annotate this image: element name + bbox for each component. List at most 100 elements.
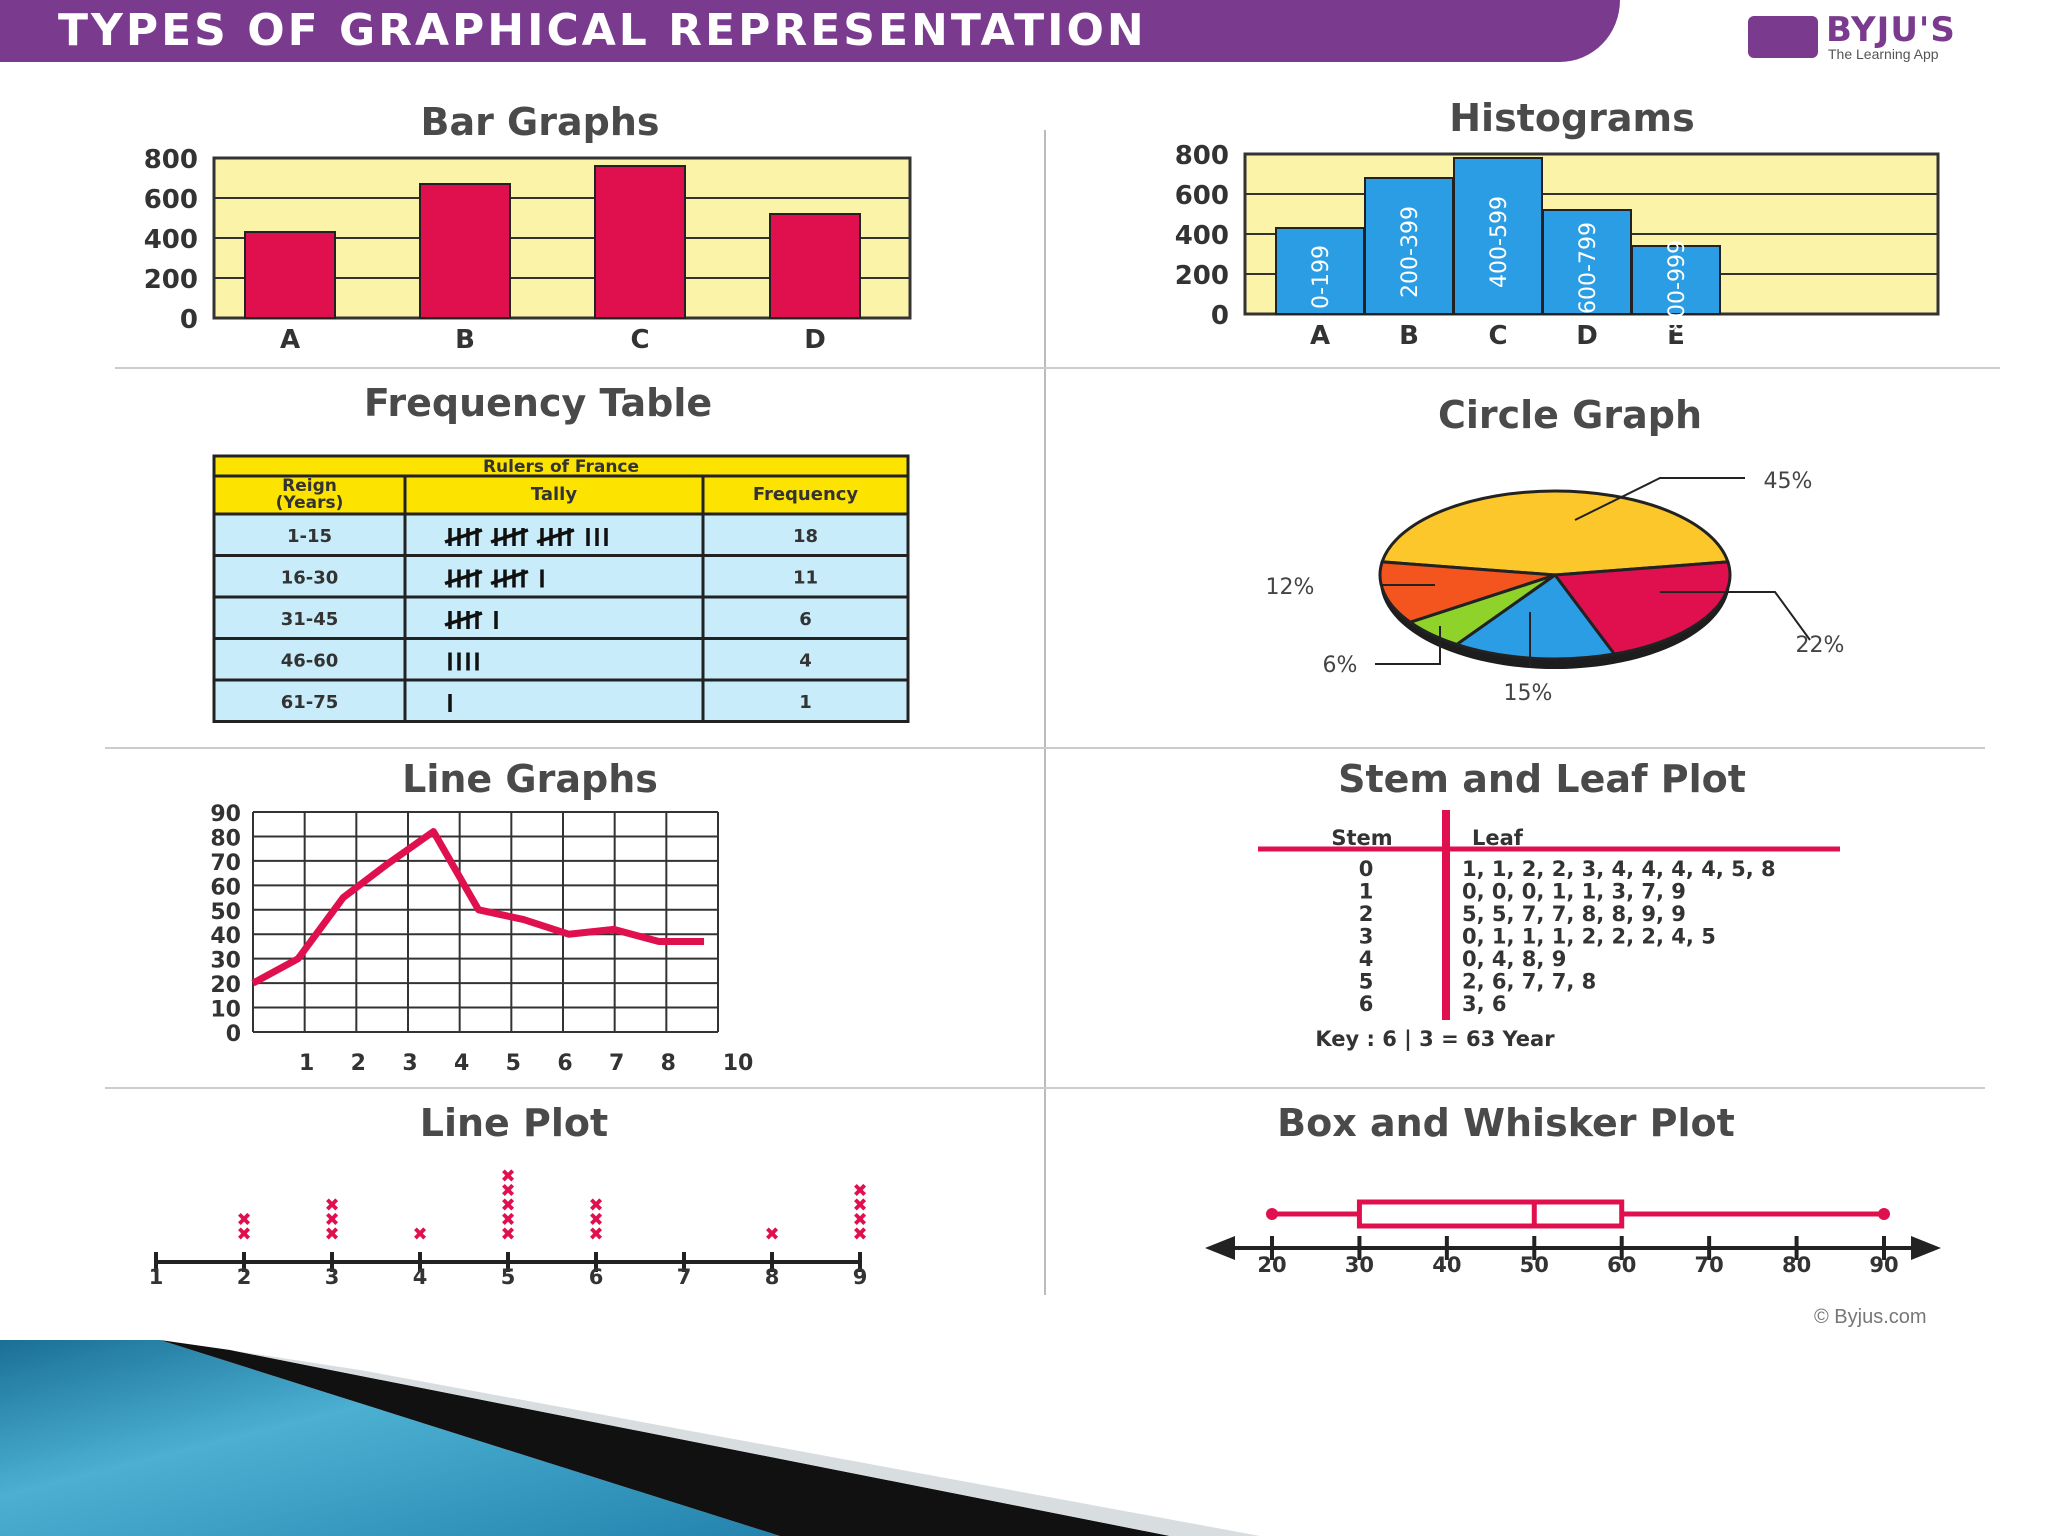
x-tick-label: 60 [1607,1253,1636,1277]
y-tick-label: 40 [210,924,241,949]
x-tick-label: B [455,325,475,355]
stem-cell: 4 [1359,947,1374,971]
tally-marks [444,569,544,588]
frequency-cell: 11 [793,568,818,589]
x-mark: ✖ [588,1224,603,1245]
x-tick-label: 40 [1432,1253,1461,1277]
y-tick-label: 80 [210,826,241,851]
x-tick-label: A [1310,321,1330,351]
x-tick-label: E [1667,321,1685,351]
reign-cell: 46-60 [281,651,339,672]
x-mark: ✖ [588,1195,603,1216]
stem-leaf-key: Key : 6 | 3 = 63 Year [1315,1027,1555,1052]
table-row [212,637,910,682]
x-tick-label: 80 [1782,1253,1811,1277]
tally-marks [448,652,479,671]
bar [1542,209,1632,315]
x-mark: ✖ [324,1210,339,1231]
x-mark: ✖ [324,1195,339,1216]
x-tick-label: D [1576,321,1598,351]
byjus-logo: BYJU'S The Learning App [1748,10,2008,64]
table-header-row [212,474,910,516]
x-tick-label: 5 [501,1265,516,1289]
chart-title: Circle Graph [1438,393,1702,437]
y-tick-label: 400 [144,225,198,255]
column-header: Frequency [753,484,859,505]
tally-strike [444,569,483,586]
stem-cell: 1 [1359,880,1374,904]
x-tick-label: 90 [1869,1253,1898,1277]
frequency-cell: 6 [799,609,812,630]
x-mark: ✖ [412,1224,427,1245]
bar [419,183,511,319]
stem-cell: 5 [1359,970,1374,994]
bar [1631,245,1721,315]
x-tick-label: 20 [1257,1253,1286,1277]
bin-label: 400-599 [1487,196,1512,288]
bin-label: 0-199 [1309,245,1334,309]
stem-cell: 3 [1359,925,1374,949]
pie-label: 22% [1796,633,1845,658]
x-tick-label: A [280,325,300,355]
pie-leader-line [1574,477,1745,521]
x-tick-label: 70 [1695,1253,1724,1277]
table-row [212,595,910,640]
leaf-cell: 0, 1, 1, 1, 2, 2, 2, 4, 5 [1462,925,1716,949]
x-tick-label: 2 [351,1051,366,1076]
pie-label: 12% [1266,575,1315,600]
leaf-cell: 3, 6 [1462,992,1507,1016]
x-tick-label: 8 [765,1265,780,1289]
leaf-cell: 2, 6, 7, 7, 8 [1462,970,1596,994]
column-header: Leaf [1472,826,1524,850]
pie-label: 15% [1504,681,1553,706]
table-caption: Rulers of France [483,457,639,477]
axis-arrow-left [1205,1236,1235,1260]
tally-strike [490,569,529,586]
box [1356,1199,1625,1229]
chart-title: Stem and Leaf Plot [1338,757,1746,801]
y-tick-label: 600 [144,185,198,215]
y-tick-label: 800 [144,145,198,175]
x-tick-label: 2 [237,1265,252,1289]
tally-strike [444,528,483,544]
y-tick-label: 30 [210,949,241,974]
whisker-end [1878,1208,1890,1220]
x-tick-label: 3 [402,1051,417,1076]
stem-cell: 2 [1359,902,1374,926]
pie-label: 45% [1764,469,1813,494]
y-tick-label: 200 [1175,261,1229,291]
panel-dividers [105,130,2000,1295]
x-tick-label: C [630,325,649,355]
x-tick-label: 1 [299,1051,314,1076]
x-tick-label: 3 [325,1265,340,1289]
x-tick-label: 4 [454,1051,469,1076]
tally-strike [444,611,483,627]
x-mark: ✖ [500,1166,515,1187]
tally-strike [490,528,529,544]
stem-cell: 0 [1359,857,1374,881]
bar [1275,227,1365,315]
x-tick-label: 7 [677,1265,692,1289]
chart-title: Line Plot [420,1101,608,1145]
y-tick-label: 600 [1175,181,1229,211]
x-mark: ✖ [852,1195,867,1216]
column-header: Stem [1331,826,1392,850]
logo-name: BYJU'S [1826,10,1956,50]
y-tick-label: 0 [226,1022,241,1047]
x-tick-label: 6 [589,1265,604,1289]
frequency-cell: 18 [793,526,818,547]
chart-title: Line Graphs [402,757,658,801]
pie-label: 6% [1323,653,1358,678]
pie-slice [1378,560,1556,624]
frequency-cell: 1 [799,692,812,713]
x-tick-label: B [1399,321,1419,351]
x-mark: ✖ [588,1210,603,1231]
pie-leader-line [1375,626,1441,665]
reign-cell: 31-45 [281,609,339,630]
table-row [212,554,910,599]
frequency-cell: 4 [799,651,812,672]
x-mark: ✖ [852,1224,867,1245]
x-mark: ✖ [500,1224,515,1245]
y-tick-label: 50 [210,900,241,925]
